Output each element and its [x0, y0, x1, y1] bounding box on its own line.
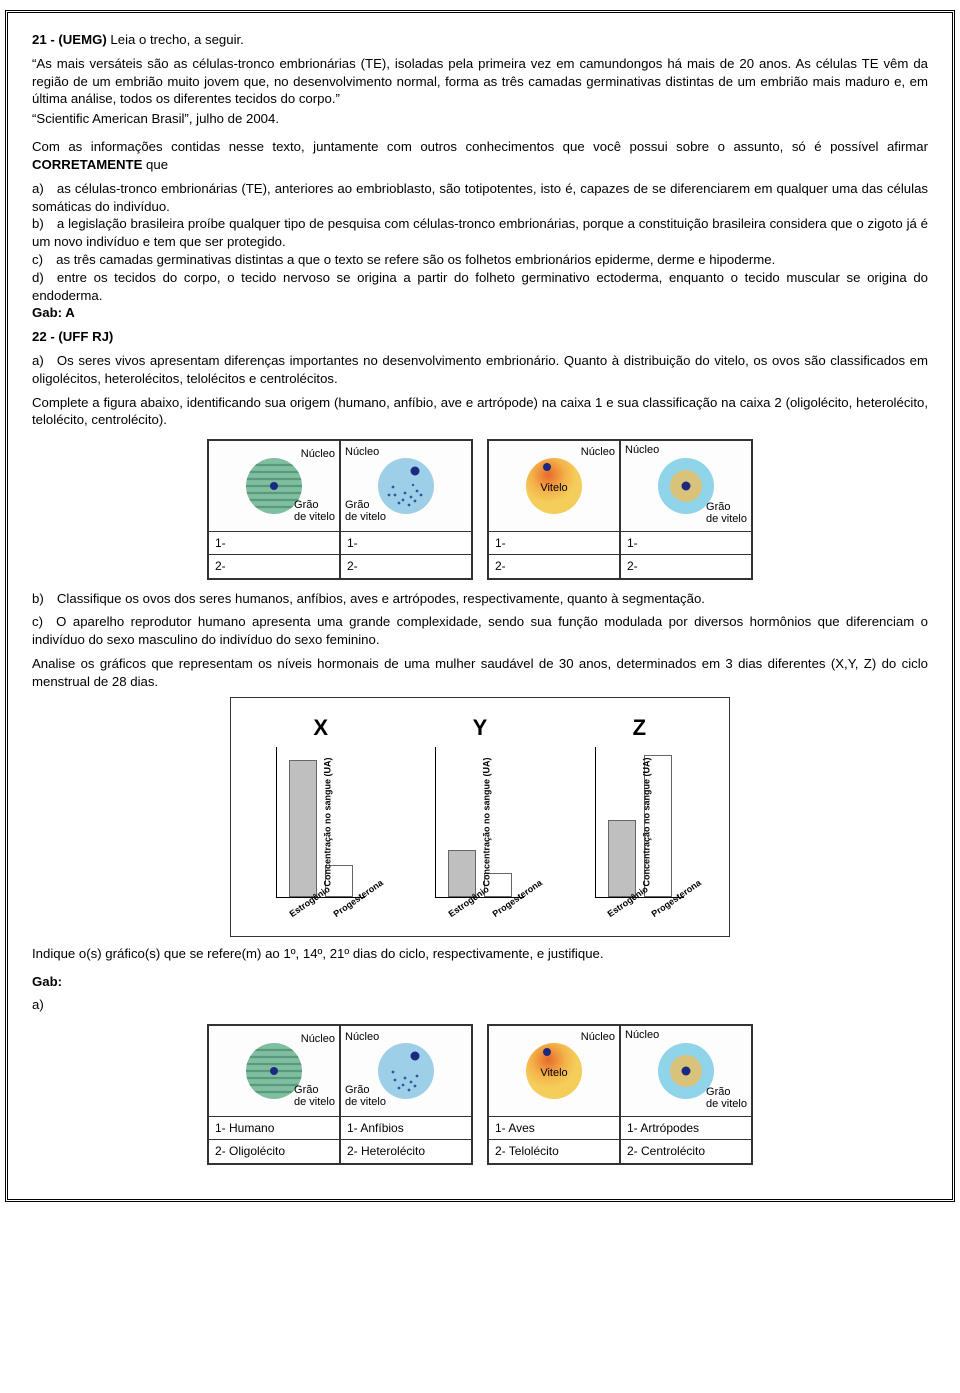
- q22-gab-a: a): [32, 996, 928, 1014]
- egg-image-2: Núcleo Grão de vitelo: [341, 441, 471, 531]
- svg-text:Vitelo: Vitelo: [540, 482, 567, 494]
- q21-gab: Gab: A: [32, 304, 928, 322]
- q21-number: 21 - (UEMG): [32, 32, 107, 47]
- egg-cell: Vitelo Núcleo 1- 2-: [488, 440, 620, 578]
- egg1-r2: 2-: [209, 554, 339, 577]
- q22-indique: Indique o(s) gráfico(s) que se refere(m)…: [32, 945, 928, 963]
- q21-opt-a: a) as células-tronco embrionárias (TE), …: [32, 180, 928, 216]
- egg-image-3: Vitelo Núcleo: [489, 441, 619, 531]
- chart-x: X Concentração no sangue (UA) Estrogênio…: [276, 713, 365, 922]
- q21-opt-d: d) entre os tecidos do corpo, o tecido n…: [32, 269, 928, 305]
- egg1-r1: 1-: [209, 531, 339, 554]
- svg-text:Vitelo: Vitelo: [540, 1067, 567, 1079]
- bar-x-est: [289, 760, 317, 897]
- q22-a2: Complete a figura abaixo, identificando …: [32, 394, 928, 430]
- bar-y-est: [448, 850, 476, 897]
- q22-header: 22 - (UFF RJ): [32, 328, 928, 346]
- q21-stem: Com as informações contidas nesse texto,…: [32, 138, 928, 174]
- q21-opt-b: b) a legislação brasileira proíbe qualqu…: [32, 215, 928, 251]
- chart-z: Z Concentração no sangue (UA) Estrogênio…: [595, 713, 684, 922]
- egg-group-1: Núcleo Grão de vitelo 1- 2-: [207, 439, 473, 579]
- q22-c1: c) O aparelho reprodutor humano apresent…: [32, 613, 928, 649]
- q22-b: b) Classifique os ovos dos seres humanos…: [32, 590, 928, 608]
- q21-quote: “As mais versáteis são as células-tronco…: [32, 55, 928, 108]
- chart-y: Y Concentração no sangue (UA) Estrogênio…: [435, 713, 524, 922]
- q22-gab-label: Gab:: [32, 973, 928, 991]
- egg-cell: Núcleo Grão de vitelo 1- 2-: [620, 440, 752, 578]
- q21-intro: Leia o trecho, a seguir.: [107, 32, 244, 47]
- q21-opt-c: c) as três camadas germinativas distinta…: [32, 251, 928, 269]
- page: 21 - (UEMG) Leia o trecho, a seguir. “As…: [5, 10, 955, 1202]
- egg-image-4: Núcleo Grão de vitelo: [621, 441, 751, 531]
- q21-header: 21 - (UEMG) Leia o trecho, a seguir.: [32, 31, 928, 49]
- egg3-icon: Vitelo: [523, 1040, 585, 1102]
- q22-a1: a) Os seres vivos apresentam diferenças …: [32, 352, 928, 388]
- egg-cell: Núcleo Grão de vitelo 1- 2-: [340, 440, 472, 578]
- q21-source: “Scientific American Brasil”, julho de 2…: [32, 110, 928, 128]
- egg-row-blank: Núcleo Grão de vitelo 1- 2-: [32, 439, 928, 579]
- egg3-icon: Vitelo: [523, 455, 585, 517]
- egg-row-answers: Núcleo Grão de vitelo 1- Humano 2- Oligo…: [32, 1024, 928, 1164]
- hormone-chart: X Concentração no sangue (UA) Estrogênio…: [230, 697, 730, 937]
- bar-z-est: [608, 820, 636, 897]
- egg-cell: Núcleo Grão de vitelo 1- 2-: [208, 440, 340, 578]
- egg-image-1: Núcleo Grão de vitelo: [209, 441, 339, 531]
- egg-group-2: Vitelo Núcleo 1- 2- Núcleo Grão de vitel…: [487, 439, 753, 579]
- q22-c2: Analise os gráficos que representam os n…: [32, 655, 928, 691]
